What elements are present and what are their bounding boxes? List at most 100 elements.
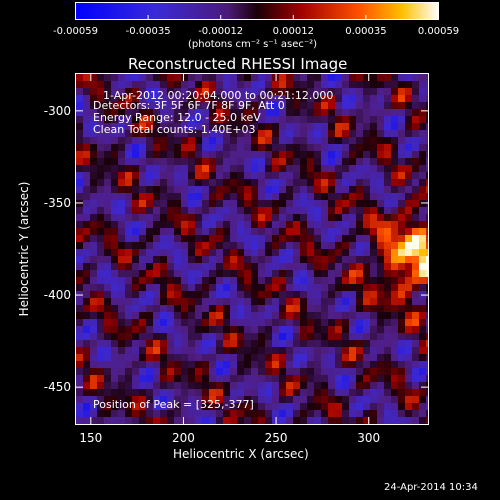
heatmap-cell: [76, 389, 83, 396]
heatmap-cell: [97, 340, 104, 347]
heatmap-cell: [97, 270, 104, 277]
heatmap-cell: [307, 263, 314, 270]
heatmap-cell: [258, 382, 265, 389]
heatmap-cell: [412, 326, 419, 333]
heatmap-cell: [265, 312, 272, 319]
heatmap-cell: [279, 382, 286, 389]
heatmap-cell: [426, 291, 433, 298]
heatmap-cell: [307, 270, 314, 277]
heatmap-cell: [251, 361, 258, 368]
heatmap-cell: [265, 200, 272, 207]
heatmap-cell: [181, 396, 188, 403]
heatmap-cell: [419, 81, 426, 88]
heatmap-cell: [384, 172, 391, 179]
heatmap-cell: [279, 389, 286, 396]
heatmap-cell: [146, 305, 153, 312]
heatmap-cell: [83, 347, 90, 354]
heatmap-cell: [265, 214, 272, 221]
heatmap-cell: [90, 354, 97, 361]
heatmap-cell: [167, 193, 174, 200]
heatmap-cell: [286, 95, 293, 102]
heatmap-cell: [237, 116, 244, 123]
heatmap-cell: [181, 319, 188, 326]
heatmap-cell: [426, 88, 433, 95]
heatmap-cell: [314, 305, 321, 312]
heatmap-cell: [335, 277, 342, 284]
heatmap-cell: [174, 193, 181, 200]
heatmap-cell: [195, 375, 202, 382]
heatmap-cell: [160, 130, 167, 137]
heatmap-cell: [419, 256, 426, 263]
heatmap-cell: [167, 179, 174, 186]
heatmap-cell: [153, 319, 160, 326]
heatmap-cell: [363, 417, 370, 424]
heatmap-cell: [118, 116, 125, 123]
heatmap-cell: [279, 312, 286, 319]
heatmap-cell: [90, 375, 97, 382]
heatmap-cell: [195, 417, 202, 424]
heatmap-cell: [83, 179, 90, 186]
heatmap-cell: [363, 284, 370, 291]
heatmap-cell: [335, 417, 342, 424]
heatmap-cell: [293, 319, 300, 326]
heatmap-cell: [293, 256, 300, 263]
heatmap-cell: [251, 354, 258, 361]
heatmap-cell: [209, 347, 216, 354]
heatmap-cell: [328, 249, 335, 256]
heatmap-cell: [426, 326, 433, 333]
heatmap-cell: [342, 347, 349, 354]
heatmap-cell: [237, 305, 244, 312]
heatmap-cell: [405, 368, 412, 375]
heatmap-cell: [412, 123, 419, 130]
heatmap-cell: [286, 74, 293, 81]
heatmap-cell: [83, 242, 90, 249]
heatmap-cell: [160, 102, 167, 109]
heatmap-cell: [272, 74, 279, 81]
heatmap-cell: [132, 326, 139, 333]
heatmap-cell: [377, 361, 384, 368]
heatmap-cell: [272, 207, 279, 214]
heatmap-cell: [174, 102, 181, 109]
heatmap-cell: [244, 319, 251, 326]
heatmap-cell: [342, 151, 349, 158]
heatmap-cell: [356, 214, 363, 221]
heatmap-cell: [160, 403, 167, 410]
heatmap-cell: [342, 102, 349, 109]
heatmap-cell: [139, 382, 146, 389]
heatmap-cell: [251, 228, 258, 235]
heatmap-cell: [412, 249, 419, 256]
heatmap-cell: [223, 305, 230, 312]
heatmap-cell: [398, 228, 405, 235]
heatmap-cell: [195, 221, 202, 228]
heatmap-cell: [237, 165, 244, 172]
heatmap-cell: [272, 403, 279, 410]
heatmap-cell: [426, 214, 433, 221]
heatmap-cell: [426, 221, 433, 228]
heatmap-cell: [363, 179, 370, 186]
heatmap-cell: [349, 410, 356, 417]
heatmap-cell: [363, 74, 370, 81]
heatmap-cell: [405, 81, 412, 88]
heatmap-cell: [286, 200, 293, 207]
heatmap-cell: [160, 291, 167, 298]
heatmap-cell: [363, 403, 370, 410]
heatmap-cell: [167, 410, 174, 417]
heatmap-cell: [293, 186, 300, 193]
heatmap-cell: [426, 298, 433, 305]
heatmap-cell: [146, 172, 153, 179]
heatmap-cell: [335, 256, 342, 263]
heatmap-cell: [139, 165, 146, 172]
heatmap-cell: [419, 305, 426, 312]
heatmap-cell: [167, 319, 174, 326]
heatmap-cell: [342, 88, 349, 95]
heatmap-cell: [97, 396, 104, 403]
heatmap-cell: [181, 368, 188, 375]
heatmap-cell: [202, 396, 209, 403]
heatmap-cell: [328, 389, 335, 396]
heatmap-cell: [272, 410, 279, 417]
heatmap-cell: [342, 200, 349, 207]
heatmap-cell: [97, 249, 104, 256]
heatmap-cell: [335, 291, 342, 298]
heatmap-cell: [223, 417, 230, 424]
heatmap-cell: [153, 179, 160, 186]
